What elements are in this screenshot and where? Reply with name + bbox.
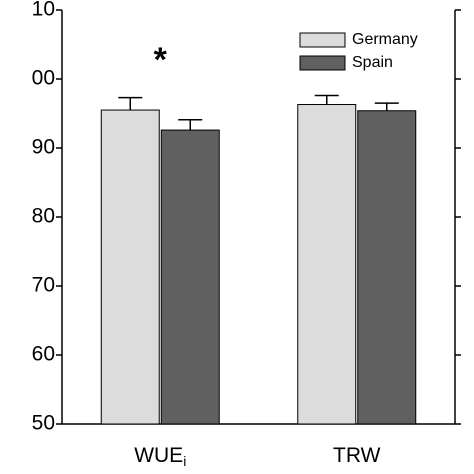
- x-tick-label: WUEi: [134, 444, 186, 469]
- legend-label: Germany: [352, 31, 418, 48]
- x-tick-label: TRW: [333, 444, 381, 467]
- legend-label: Spain: [352, 54, 393, 71]
- category: WUE: [134, 444, 183, 467]
- category: TRW: [333, 444, 381, 467]
- y-tick-label: 10: [32, 0, 55, 21]
- y-tick-label: 70: [32, 274, 55, 297]
- bar: [357, 110, 417, 425]
- legend-swatch: [299, 32, 346, 48]
- y-tick-label: 00: [32, 67, 55, 90]
- legend-swatch: [299, 55, 346, 71]
- bar: [297, 104, 357, 425]
- y-tick-label: 80: [32, 205, 55, 228]
- bar: [100, 109, 160, 425]
- bar: [160, 129, 220, 425]
- y-tick-label: 50: [32, 412, 55, 435]
- y-tick-label: 90: [32, 136, 55, 159]
- category-subscript: i: [183, 453, 186, 469]
- annotation: *: [154, 41, 168, 79]
- y-tick-label: 60: [32, 343, 55, 366]
